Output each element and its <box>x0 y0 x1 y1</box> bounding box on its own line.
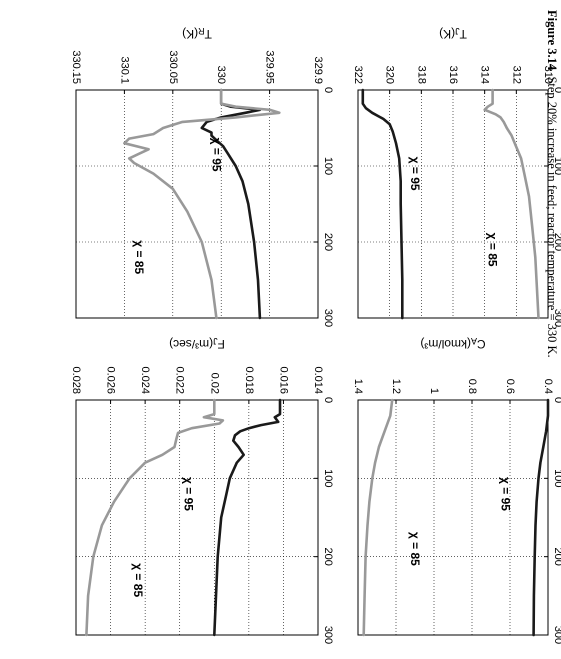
chart-jacket-flow: 0 100 200 300 0.014 0.016 0.018 0.02 0.022 0.024 0… <box>70 336 334 644</box>
series-annotation: χ = 85 <box>132 240 146 274</box>
x-tick-label: 300 <box>552 309 561 327</box>
x-tick-label: 200 <box>552 547 561 565</box>
x-tick-label: 100 <box>322 157 334 175</box>
y-tick-label: 0.028 <box>70 366 82 394</box>
x-tick-label: 200 <box>552 233 561 251</box>
y-tick-label: 0.8 <box>466 379 478 394</box>
x-tick-label: 100 <box>552 469 561 487</box>
series-line-chi-85 <box>123 88 281 320</box>
x-tick-label: 300 <box>322 309 334 327</box>
chart-reactor-temperature: 0 100 200 300 329.9 329.95 330 330.05 330.1 330.1… <box>70 26 334 327</box>
y-axis-label: TR(K) <box>182 26 212 41</box>
y-tick-label: 0.016 <box>277 366 289 394</box>
x-tick-label: 0 <box>552 397 561 403</box>
y-tick-label: 0.4 <box>542 379 554 394</box>
y-tick-label: 330 <box>215 66 227 84</box>
x-tick-label: 300 <box>322 626 334 644</box>
plot-frame <box>357 399 549 636</box>
y-tick-label: 1.2 <box>390 379 402 394</box>
series-annotation: χ = 95 <box>181 477 195 511</box>
chart-jacket-temperature: 0100200300310312314316318320322TJ(K)Time… <box>352 26 561 327</box>
y-tick-label: 314 <box>479 66 491 84</box>
y-tick-label: 329.95 <box>264 50 276 84</box>
y-tick-label: 322 <box>352 66 364 84</box>
x-tick-label: 100 <box>552 157 561 175</box>
plot-frame <box>75 399 319 636</box>
y-axis-label: CA(kmol/m³) <box>420 336 485 351</box>
series-annotation: χ = 85 <box>486 233 500 267</box>
y-tick-label: 316 <box>447 66 459 84</box>
y-tick-label: 330.1 <box>118 56 130 84</box>
y-tick-label: 1.4 <box>352 379 364 394</box>
y-tick-label: 310 <box>542 66 554 84</box>
caption-text: Figure 3.14 Step 20% increase in feed; r… <box>545 10 559 358</box>
y-tick-label: 0.024 <box>139 366 151 394</box>
x-tick-label: 0 <box>322 397 334 403</box>
series-annotation: χ = 85 <box>131 563 145 597</box>
chart-concentration: 01002003000.40.60.811.21.4CA(kmol/m³)Tim… <box>352 336 561 644</box>
y-tick-label: 330.05 <box>167 50 179 84</box>
x-tick-label: 300 <box>552 626 561 644</box>
plot-frame <box>75 89 319 319</box>
y-tick-label: 329.9 <box>312 56 324 84</box>
series-line-chi-95 <box>361 88 404 320</box>
y-tick-label: 0.026 <box>105 366 117 394</box>
series-line-chi-85 <box>483 88 540 320</box>
series-line-chi-85 <box>85 398 225 637</box>
series-line-chi-95 <box>200 88 262 320</box>
x-tick-label: 100 <box>322 469 334 487</box>
series-line-chi-95 <box>532 398 550 637</box>
y-axis-label: TJ(K) <box>439 26 467 41</box>
y-tick-label: 320 <box>384 66 396 84</box>
x-tick-label: 200 <box>322 547 334 565</box>
caption-body: Step 20% increase in feed; reactor tempe… <box>545 70 559 358</box>
figure-number: Figure 3.14 <box>545 10 559 71</box>
series-annotation: χ = 95 <box>498 477 512 511</box>
y-tick-label: 0.018 <box>243 366 255 394</box>
y-tick-label: 318 <box>415 66 427 84</box>
y-tick-label: 312 <box>510 66 522 84</box>
y-tick-label: 330.15 <box>70 50 82 84</box>
series-annotation: χ = 95 <box>408 157 422 191</box>
series-line-chi-95 <box>213 398 282 637</box>
x-tick-label: 0 <box>552 87 561 93</box>
y-tick-label: 1 <box>428 388 440 394</box>
y-tick-label: 0.022 <box>174 366 186 394</box>
series-annotation: χ = 85 <box>408 532 422 566</box>
y-tick-label: 0.014 <box>312 366 324 394</box>
y-axis-label: FJ(m³/sec) <box>169 336 225 351</box>
x-tick-label: 0 <box>322 87 334 93</box>
series-annotation: χ = 95 <box>209 138 223 172</box>
x-tick-label: 200 <box>322 233 334 251</box>
figure-caption: Figure 3.14 Step 20% increase in feed; r… <box>545 10 559 358</box>
y-tick-label: 0.02 <box>208 373 220 394</box>
y-tick-label: 0.6 <box>504 379 516 394</box>
series-line-chi-85 <box>362 398 394 637</box>
